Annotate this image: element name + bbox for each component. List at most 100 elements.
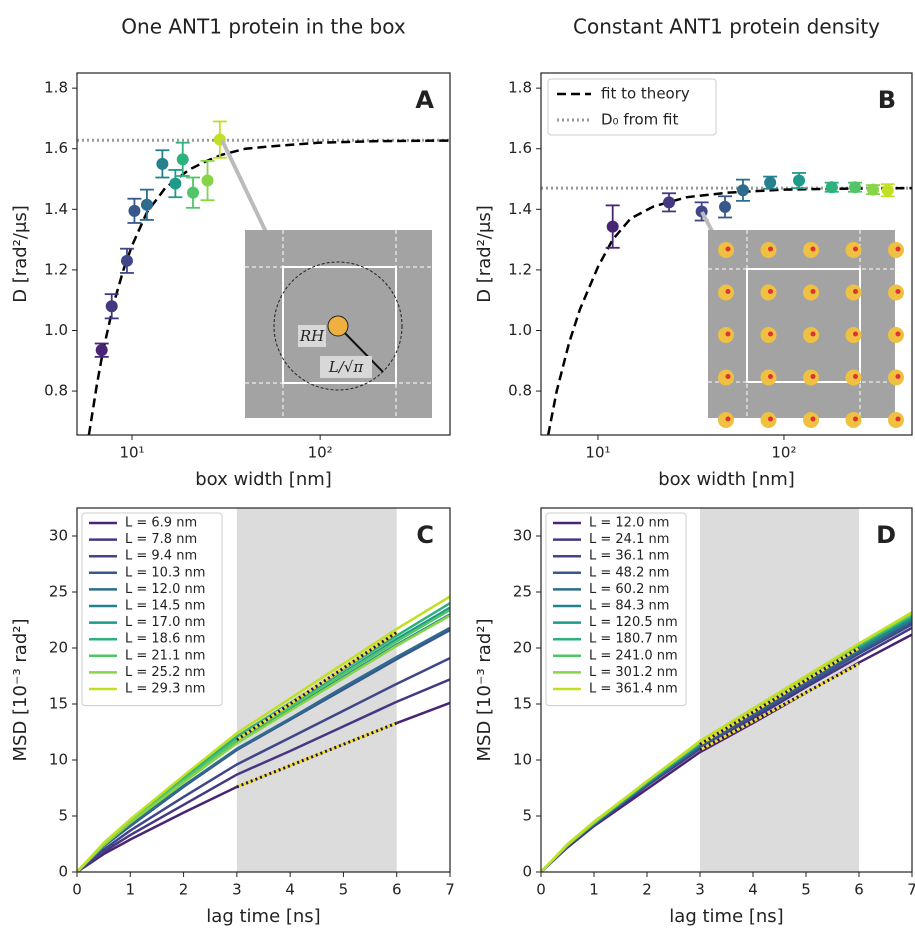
blob-core (810, 374, 816, 379)
legend-label: L = 17.0 nm (125, 615, 205, 630)
inset-dashes (708, 230, 895, 418)
y-tick-label: 20 (49, 639, 68, 657)
blob-core (895, 246, 901, 252)
blob-core (810, 289, 816, 294)
legend: L = 12.0 nmL = 24.1 nm L = 36.1 nmL = 48.… (545, 512, 687, 707)
x-tick-label: 6 (392, 881, 402, 899)
x-tick-label: 1 (126, 881, 136, 899)
y-axis-label: D [rad²/μs] (10, 205, 31, 303)
x-tick-label: 2 (642, 881, 652, 899)
inset-b (708, 230, 895, 418)
x-axis-label: box width [nm] (195, 469, 332, 490)
x-axis-label: lag time [ns] (206, 906, 320, 927)
blob-core (810, 246, 816, 252)
x-tick-label: 7 (907, 881, 915, 899)
series-line (77, 678, 450, 872)
panel-letter: C (416, 521, 434, 549)
y-axis-label: MSD [10⁻³ rad²] (10, 619, 31, 762)
fit-line (699, 662, 860, 752)
panel-letter: D (876, 521, 896, 549)
y-tick-label: 10 (513, 751, 532, 769)
legend-label: L = 301.2 nm (589, 665, 678, 680)
blob-core (810, 331, 816, 337)
blob-core (853, 289, 858, 294)
legend-label: L = 120.5 nm (589, 615, 678, 630)
x-tick-label: 5 (339, 881, 349, 899)
axes-frame (540, 72, 913, 436)
axes-frame (76, 507, 451, 873)
series-line (77, 595, 450, 872)
blob-core (768, 331, 773, 337)
x-tick-label: 3 (695, 881, 705, 899)
blob-core (725, 374, 731, 379)
legend-label: L = 361.4 nm (589, 682, 678, 697)
legend-label: L = 25.2 nm (125, 665, 205, 680)
x-tick-label: 1 (589, 881, 599, 899)
panel-letter: A (415, 86, 434, 114)
blob-core (768, 289, 773, 294)
x-tick-label: 0 (72, 881, 82, 899)
legend-label: L = 21.1 nm (125, 648, 205, 663)
x-tick-label: 10¹ (119, 444, 144, 462)
blob-core (895, 416, 901, 422)
point (867, 183, 880, 196)
blob-core (853, 331, 858, 337)
insets: RH L/√π (220, 139, 904, 428)
fit-line (87, 139, 450, 435)
x-tick-label: 5 (801, 881, 811, 899)
series-line (77, 614, 450, 872)
point (105, 300, 118, 313)
y-tick-label: 0 (58, 863, 68, 881)
inset-label: L/√π (328, 358, 365, 376)
panel: L = 12.0 nmL = 24.1 nm L = 36.1 nmL = 48.… (474, 507, 915, 927)
blob-core (853, 374, 858, 379)
blob-core (768, 416, 773, 422)
panel-letter: B (878, 86, 896, 114)
legend-label: L = 180.7 nm (589, 632, 678, 647)
panel-title: One ANT1 protein in the box (121, 15, 406, 39)
fit-line (546, 186, 912, 435)
legend-label: L = 48.2 nm (589, 565, 669, 580)
axes-frame (76, 72, 451, 436)
point (719, 200, 732, 213)
legend-label: L = 60.2 nm (589, 582, 669, 597)
x-tick-label: 10¹ (585, 444, 610, 462)
panel: L = 6.9 nmL = 7.8 nm L = 9.4 nmL = 10.3 n… (10, 507, 455, 927)
legend-label: L = 24.1 nm (589, 532, 669, 547)
x-tick-label: 4 (285, 881, 295, 899)
plots: One ANT1 protein in the box 0.8 1.0 1.2 1.4 1… (10, 15, 915, 928)
x-tick-label: 10² (308, 444, 333, 462)
plot-area (77, 508, 450, 872)
inset-connector (220, 139, 268, 233)
inset-proteins (718, 242, 904, 428)
axes-frame (540, 507, 913, 873)
y-tick-label: 1.8 (44, 79, 68, 97)
point (764, 176, 777, 189)
inset-radius (337, 325, 384, 373)
blob-core (725, 246, 731, 252)
legend-label: L = 7.8 nm (125, 532, 197, 547)
shade-region (700, 508, 859, 872)
y-tick-label: 0.8 (508, 382, 532, 400)
blob-core (810, 416, 816, 422)
panel: One ANT1 protein in the box 0.8 1.0 1.2 1.4 1… (10, 15, 451, 490)
y-tick-label: 1.0 (44, 321, 68, 339)
blob-core (768, 374, 773, 379)
y-tick-label: 20 (513, 639, 532, 657)
legend-box (81, 512, 223, 707)
point (120, 254, 133, 267)
legend-box (545, 512, 687, 707)
point (606, 220, 619, 233)
series-line (541, 611, 912, 872)
blob-core (725, 289, 731, 294)
blob-core (768, 246, 773, 252)
legend: L = 6.9 nmL = 7.8 nm L = 9.4 nmL = 10.3 n… (81, 512, 223, 707)
legend-label: L = 18.6 nm (125, 632, 205, 647)
point (169, 177, 182, 190)
point (736, 184, 749, 197)
panel-title: Constant ANT1 protein density (573, 15, 880, 39)
y-tick-label: 1.6 (508, 139, 532, 157)
legend-label: L = 12.0 nm (125, 582, 205, 597)
y-tick-label: 30 (49, 527, 68, 545)
legend-label: L = 9.4 nm (125, 549, 197, 564)
